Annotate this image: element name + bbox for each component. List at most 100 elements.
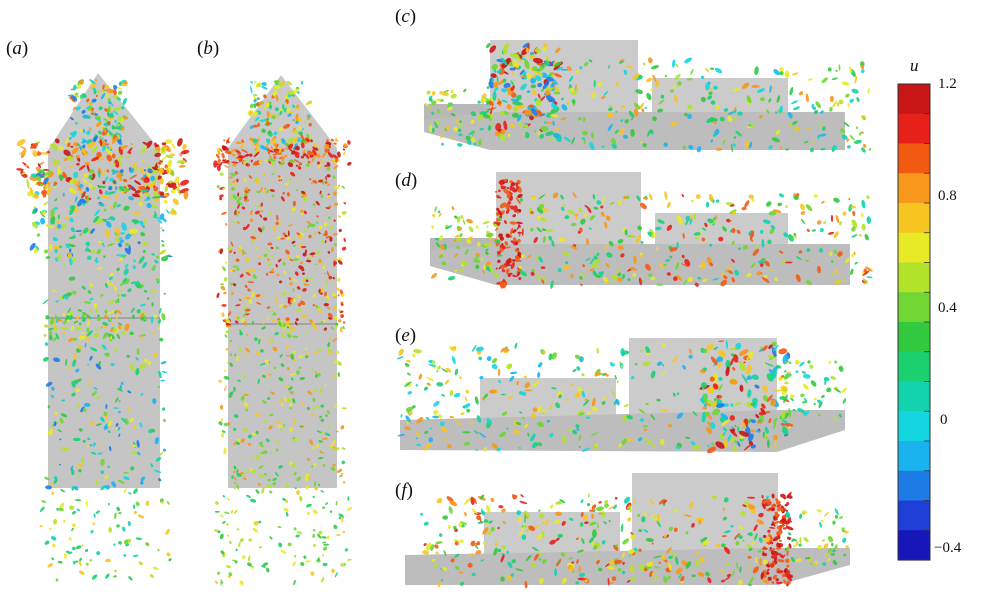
vortex-blob [286, 80, 293, 86]
vortex-blob [773, 550, 780, 556]
vortex-blob [639, 418, 645, 422]
vortex-blob [447, 525, 451, 529]
vortex-blob [449, 416, 455, 419]
vortex-blob [747, 556, 752, 559]
vortex-blob [645, 537, 654, 543]
vortex-blob [457, 143, 463, 147]
vortex-blob [322, 464, 326, 467]
vortex-blob [289, 282, 293, 286]
vortex-blob [68, 537, 72, 541]
vortex-blob [609, 581, 614, 585]
vortex-blob [131, 451, 139, 455]
vortex-blob [524, 59, 530, 70]
vortex-blob [700, 369, 706, 374]
vortex-blob [426, 382, 431, 386]
vortex-blob [755, 429, 761, 433]
vortex-blob [68, 337, 74, 343]
vortex-blob [702, 393, 708, 404]
vortex-blob [570, 273, 574, 279]
vortex-blob [707, 95, 713, 100]
vortex-blob [750, 123, 755, 128]
vortex-blob [454, 565, 460, 571]
vortex-blob [269, 189, 275, 192]
vortex-blob [598, 81, 603, 87]
vortex-blob [234, 414, 239, 419]
vortex-blob [292, 278, 297, 282]
vortex-blob [64, 216, 71, 220]
vortex-blob [119, 169, 124, 174]
vortex-blob [720, 279, 727, 287]
vortex-blob [626, 580, 631, 583]
vortex-blob [798, 250, 803, 254]
vortex-blob [776, 570, 784, 574]
vortex-blob [227, 361, 230, 364]
vortex-blob [849, 98, 855, 103]
vortex-blob [695, 517, 704, 523]
vortex-blob [283, 154, 288, 158]
vortex-blob [787, 111, 793, 119]
vortex-blob [109, 316, 112, 322]
vortex-blob [228, 176, 233, 179]
vortex-blob [332, 447, 340, 451]
vortex-blob [695, 194, 701, 200]
vortex-blob [77, 180, 81, 186]
vortex-blob [71, 392, 76, 397]
vortex-blob [296, 490, 300, 495]
vortex-blob [312, 149, 317, 156]
vortex-blob [336, 468, 343, 473]
vortex-blob [114, 227, 121, 235]
vortex-blob [77, 143, 80, 147]
vortex-blob [318, 388, 323, 393]
vortex-blob [82, 177, 88, 184]
vortex-blob [792, 538, 798, 542]
vortex-blob [235, 315, 238, 320]
vortex-blob [233, 251, 236, 254]
vortex-blob [120, 174, 124, 177]
vortex-blob [433, 563, 439, 568]
vortex-blob [100, 125, 103, 130]
vortex-blob [69, 208, 72, 211]
vortex-blob [839, 516, 844, 519]
vortex-blob [844, 257, 851, 264]
vortex-blob [510, 205, 515, 210]
vortex-blob [702, 540, 710, 546]
vortex-blob [416, 417, 424, 424]
vortex-blob [295, 113, 299, 121]
vortex-blob [238, 347, 242, 353]
vortex-blob [438, 413, 442, 419]
vortex-blob [675, 261, 680, 271]
vortex-blob [81, 313, 86, 318]
vortex-blob [99, 135, 102, 139]
vortex-blob [819, 123, 823, 126]
vortex-blob [783, 434, 788, 437]
vortex-blob [775, 578, 779, 582]
vortex-blob [93, 387, 98, 390]
vortex-blob [270, 309, 274, 313]
vortex-blob [731, 277, 735, 283]
vortex-blob [89, 79, 96, 84]
colorbar-band [898, 441, 930, 472]
vortex-blob [279, 110, 283, 116]
vortex-blob [335, 500, 338, 506]
colorbar-band [898, 381, 930, 412]
vortex-blob [423, 543, 427, 546]
vortex-blob [468, 226, 474, 233]
vortex-blob [697, 572, 705, 577]
vortex-blob [159, 451, 164, 456]
vortex-blob [307, 390, 313, 395]
vortex-blob [324, 180, 328, 184]
vortex-blob [52, 237, 58, 242]
vortex-blob [557, 561, 561, 564]
vortex-blob [621, 438, 627, 445]
vortex-blob [90, 228, 95, 234]
vortex-blob [325, 299, 328, 302]
vortex-blob [416, 443, 421, 446]
vortex-blob [253, 94, 258, 96]
vortex-blob [326, 410, 330, 415]
colorbar-tick-label: 0.8 [938, 188, 957, 204]
vortex-blob [41, 210, 47, 216]
vortex-blob [778, 348, 788, 355]
vortex-blob [650, 88, 654, 92]
vortex-blob [628, 549, 634, 555]
vortex-blob [606, 112, 614, 118]
